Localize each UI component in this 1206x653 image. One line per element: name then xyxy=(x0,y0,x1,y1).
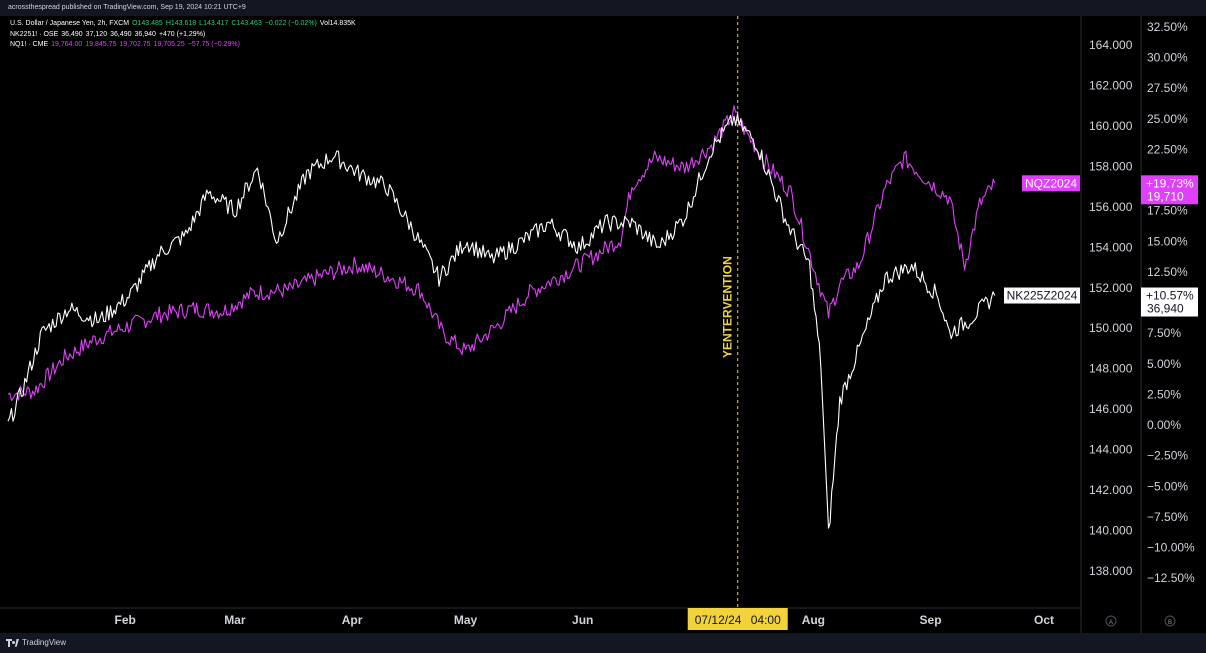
price-tick-label: 146.000 xyxy=(1089,402,1133,416)
series-value-label: 36,940 xyxy=(1147,302,1184,316)
percent-tick-label: −2.50% xyxy=(1147,449,1188,463)
symbol-legend: U.S. Dollar / Japanese Yen, 2h, FXCM O143… xyxy=(10,19,359,51)
legend-value: 37,120 xyxy=(85,30,108,38)
crosshair-time-box xyxy=(687,608,788,630)
legend-row[interactable]: NK2251! · OSE 36,490 37,120 36,490 36,940 +47… xyxy=(10,30,359,41)
legend-value: 19,764.00 xyxy=(51,41,83,48)
series-pct-label: +10.57% xyxy=(1146,289,1194,303)
price-tick-label: 144.000 xyxy=(1089,443,1133,457)
percent-tick-label: 12.50% xyxy=(1147,265,1188,279)
crosshair-date-label: 07/12/24 xyxy=(695,613,742,627)
percent-tick-label: −10.00% xyxy=(1147,541,1195,555)
series-name-tag[interactable] xyxy=(1022,175,1080,192)
price-tick-label: 152.000 xyxy=(1089,281,1133,295)
series-line-nk225z2024[interactable] xyxy=(7,113,996,529)
percent-tick-label: 27.50% xyxy=(1147,81,1188,95)
intervention-annotation: YENTERVENTION xyxy=(721,256,735,358)
price-tick-label: 154.000 xyxy=(1089,240,1133,254)
publisher-text: acrossthespread published on TradingView… xyxy=(8,4,246,11)
series-value-label: 19,710 xyxy=(1147,189,1184,203)
legend-symbol: NQ1! · CME xyxy=(10,41,49,48)
percent-tick-label: −5.00% xyxy=(1147,479,1188,493)
crosshair-time-label: 04:00 xyxy=(751,613,781,627)
percent-tick-label: 7.50% xyxy=(1147,326,1181,340)
legend-row[interactable]: NQ1! · CME 19,764.00 19,845.75 19,702.75 19,… xyxy=(10,40,359,51)
price-tick-label: 156.000 xyxy=(1089,200,1133,214)
time-tick-label: Mar xyxy=(224,613,246,627)
price-tick-label: 150.000 xyxy=(1089,321,1133,335)
percent-tick-label: 2.50% xyxy=(1147,387,1181,401)
time-tick-label: Aug xyxy=(802,613,825,627)
bottom-bar: TradingView xyxy=(0,633,1206,653)
legend-value: C143.463 xyxy=(231,20,262,27)
legend-value: 19,702.75 xyxy=(119,41,151,48)
percent-tick-label: 5.00% xyxy=(1147,357,1181,371)
percent-tick-label: 17.50% xyxy=(1147,204,1188,218)
scale-button-circle[interactable] xyxy=(1105,615,1117,627)
chart-area[interactable]: 138.000 140.000 142.000 144.000 146.000 148.0… xyxy=(0,16,1206,633)
percent-tick-label: −7.50% xyxy=(1147,510,1188,524)
percent-tick-label: 0.00% xyxy=(1147,418,1181,432)
time-tick-label: Feb xyxy=(115,613,136,627)
legend-value: −0.022 (−0.02%) xyxy=(264,20,317,27)
legend-value: 19,845.75 xyxy=(85,41,117,48)
time-tick-label: Sep xyxy=(920,613,942,627)
series-pct-label: +19.73% xyxy=(1146,176,1194,190)
scale-button-label[interactable]: A xyxy=(1109,620,1113,626)
price-tick-label: 164.000 xyxy=(1089,38,1133,52)
legend-volume: Vol14.835K xyxy=(319,20,356,27)
series-name-tag-label: NK225Z2024 xyxy=(1007,289,1078,303)
legend-value: 36,490 xyxy=(61,30,83,38)
legend-value: −57.75 (−0.29%) xyxy=(187,41,240,48)
price-tick-label: 148.000 xyxy=(1089,362,1133,376)
percent-tick-label: 15.00% xyxy=(1147,234,1188,248)
legend-value: H143.618 xyxy=(165,20,197,27)
scale-button-label[interactable]: B xyxy=(1168,620,1172,626)
legend-value: +470 (+1.29%) xyxy=(158,30,206,38)
time-tick-label: Jun xyxy=(572,613,593,627)
series-name-tag[interactable] xyxy=(1004,287,1080,304)
price-tick-label: 160.000 xyxy=(1089,119,1133,133)
price-tick-label: 138.000 xyxy=(1089,564,1133,578)
legend-value: 36,490 xyxy=(110,30,132,38)
percent-tick-label: 25.00% xyxy=(1147,112,1188,126)
percent-tick-label: 30.00% xyxy=(1147,51,1188,65)
percent-tick-label: 32.50% xyxy=(1147,20,1188,34)
legend-value: L143.417 xyxy=(199,20,229,27)
series-value-badge xyxy=(1141,287,1198,317)
legend-row[interactable]: U.S. Dollar / Japanese Yen, 2h, FXCM O143… xyxy=(10,19,359,30)
legend-symbol: NK2251! · OSE xyxy=(10,30,59,38)
tradingview-label: TradingView xyxy=(22,638,67,647)
percent-tick-label: 22.50% xyxy=(1147,142,1188,156)
price-tick-label: 140.000 xyxy=(1089,524,1133,538)
scale-button-circle[interactable] xyxy=(1164,615,1176,627)
time-tick-label: May xyxy=(454,613,478,627)
legend-value: 36,940 xyxy=(134,30,156,38)
legend-value: O143.485 xyxy=(132,20,163,27)
price-tick-label: 162.000 xyxy=(1089,78,1133,92)
top-bar: acrossthespread published on TradingView… xyxy=(0,0,1206,16)
time-tick-label: Oct xyxy=(1034,613,1054,627)
legend-symbol: U.S. Dollar / Japanese Yen, 2h, FXCM xyxy=(10,20,130,27)
time-tick-label: Apr xyxy=(342,613,363,627)
price-tick-label: 158.000 xyxy=(1089,159,1133,173)
legend-value: 19,705.25 xyxy=(153,41,185,48)
series-line-nqz2024[interactable] xyxy=(7,105,996,402)
price-tick-label: 142.000 xyxy=(1089,483,1133,497)
percent-tick-label: −12.50% xyxy=(1147,571,1195,585)
tradingview-logo-icon xyxy=(6,638,20,647)
series-value-badge xyxy=(1141,175,1198,205)
tradingview-brand[interactable]: TradingView xyxy=(6,638,66,647)
series-name-tag-label: NQZ2024 xyxy=(1025,176,1077,190)
